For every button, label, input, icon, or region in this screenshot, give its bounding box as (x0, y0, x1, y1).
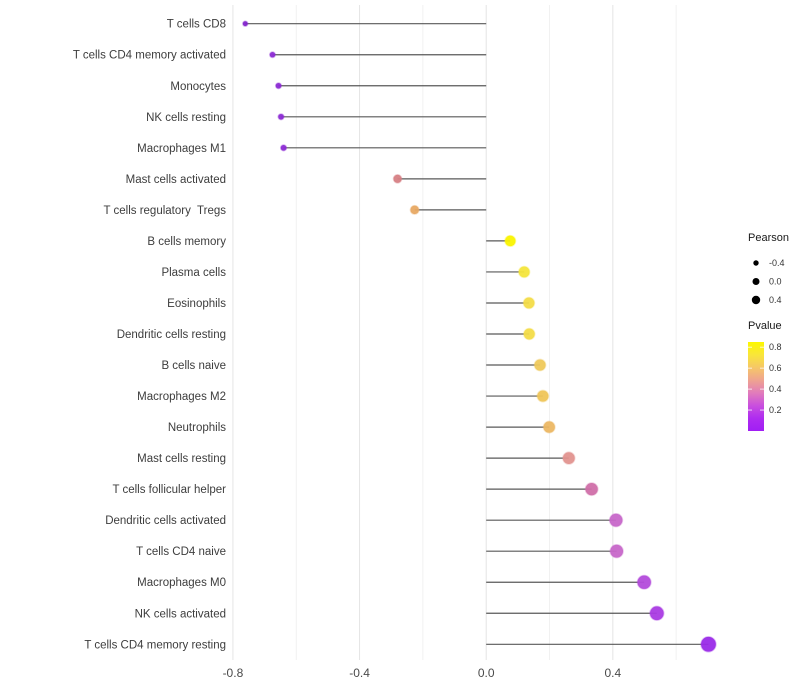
lollipop-dot (517, 265, 531, 279)
lollipop-dot (584, 482, 599, 497)
y-axis-label: Mast cells activated (126, 174, 226, 186)
x-axis-tick-label: 0.0 (478, 666, 495, 680)
lollipop-dot (392, 174, 403, 184)
lollipop-dot (277, 113, 285, 121)
y-axis-label: B cells memory (147, 236, 226, 248)
legend-size-dot (753, 260, 759, 266)
y-axis-label: Macrophages M0 (137, 577, 226, 589)
y-axis-label: Dendritic cells activated (105, 515, 226, 527)
legend-size-dot (751, 295, 761, 305)
lollipop-dot (522, 327, 536, 341)
lollipop-dot (609, 544, 624, 559)
lollipop-dot (268, 51, 277, 59)
x-axis-tick-label: -0.4 (349, 666, 370, 680)
lollipop-dot (522, 296, 536, 310)
lollipop-dot (279, 144, 288, 152)
pvalue-colorbar (748, 342, 764, 431)
legend-color-tick-label: 0.4 (769, 384, 782, 394)
lollipop-dot (542, 420, 556, 434)
y-axis-label: T cells CD8 (167, 19, 226, 31)
lollipop-dot (504, 234, 517, 247)
y-axis-label: T cells CD4 naive (136, 546, 226, 558)
lollipop-dot (536, 389, 550, 403)
y-axis-label: Eosinophils (167, 298, 226, 310)
lollipop-dot (608, 512, 624, 528)
y-axis-label: T cells follicular helper (112, 484, 226, 496)
legend-size-dot (752, 278, 760, 285)
lollipop-dot (649, 605, 665, 621)
legend-size-label: -0.4 (769, 258, 785, 268)
x-axis-tick-label: -0.8 (223, 666, 244, 680)
legend-color-title: Pvalue (748, 320, 782, 332)
y-axis-label: Macrophages M2 (137, 391, 226, 403)
y-axis-label: Dendritic cells resting (117, 329, 226, 341)
lollipop-dot (409, 204, 420, 215)
legend-size-label: 0.0 (769, 277, 782, 287)
y-axis-label: T cells CD4 memory activated (73, 50, 226, 62)
lollipop-dot (636, 574, 652, 590)
y-axis-label: NK cells activated (135, 608, 226, 620)
y-axis-label: Neutrophils (168, 422, 226, 434)
lollipop-dot (533, 358, 547, 372)
y-axis-label: Plasma cells (161, 267, 226, 279)
x-axis-tick-label: 0.4 (604, 666, 621, 680)
legend-size-title: Pearson (748, 232, 789, 244)
legend-color-tick-label: 0.8 (769, 342, 782, 352)
legend-color-tick-label: 0.2 (769, 405, 782, 415)
y-axis-label: B cells naive (161, 360, 226, 372)
y-axis-label: Monocytes (170, 81, 226, 93)
legend-size-label: 0.4 (769, 295, 782, 305)
legend-color-tick-label: 0.6 (769, 363, 782, 373)
y-axis-label: NK cells resting (146, 112, 226, 124)
y-axis-label: T cells regulatory Tregs (103, 205, 226, 217)
y-axis-label: Macrophages M1 (137, 143, 226, 155)
lollipop-dot (562, 451, 576, 465)
lollipop-dot (700, 636, 717, 653)
y-axis-label: Mast cells resting (137, 453, 226, 465)
y-axis-label: T cells CD4 memory resting (84, 639, 226, 651)
lollipop-dot (274, 82, 283, 90)
lollipop-dot (242, 20, 249, 27)
